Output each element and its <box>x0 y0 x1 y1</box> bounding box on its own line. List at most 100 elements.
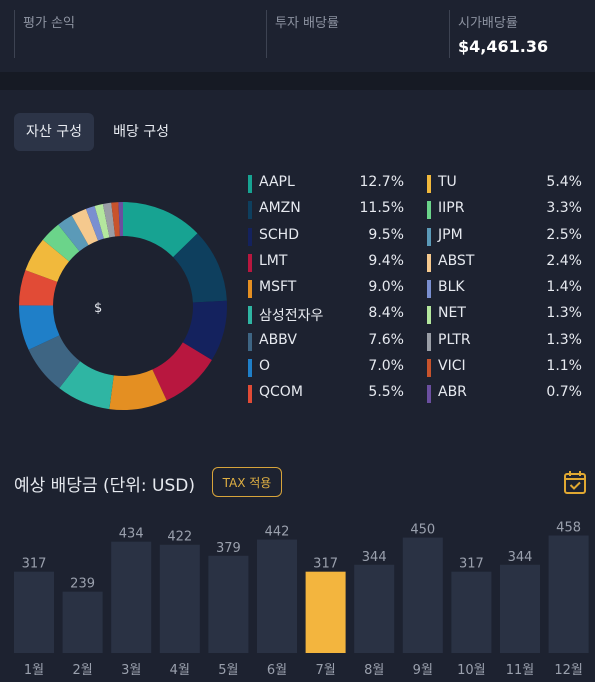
bar-value-label: 450 <box>410 523 435 538</box>
bar-value-label: 458 <box>556 521 581 536</box>
bar-10월[interactable] <box>451 571 492 653</box>
bar-month-label: 7월 <box>315 663 335 678</box>
bar-2월[interactable] <box>62 591 103 653</box>
bar-value-label: 317 <box>459 557 484 572</box>
legend-pct: 11.5% <box>359 200 404 217</box>
tab-dividend-composition[interactable]: 배당 구성 <box>113 124 170 140</box>
legend-swatch <box>248 306 252 325</box>
legend-item: IIPR 3.3% <box>427 196 582 222</box>
legend-swatch <box>248 280 252 299</box>
legend-swatch <box>248 227 252 246</box>
donut-slice-abst[interactable] <box>71 208 99 246</box>
donut-slice-amzn[interactable] <box>173 233 227 303</box>
bar-9월[interactable] <box>402 537 443 653</box>
legend-pct: 3.3% <box>546 200 582 217</box>
donut-slice-vici[interactable] <box>111 202 120 237</box>
donut-slice-iipr[interactable] <box>42 224 80 262</box>
legend-name: LMT <box>259 252 288 269</box>
donut-slice-abr[interactable] <box>118 202 123 237</box>
legend-item: JPM 2.5% <box>427 223 582 249</box>
legend-swatch <box>248 359 252 378</box>
bar-month-label: 2월 <box>72 663 92 678</box>
bar-12월[interactable] <box>548 535 589 653</box>
legend-item: ABBV 7.6% <box>248 328 404 354</box>
bar-5월[interactable] <box>208 555 249 653</box>
dividend-section-title: 예상 배당금 (단위: USD) <box>14 476 196 496</box>
legend-pct: 0.7% <box>546 384 582 401</box>
legend-pct: 9.4% <box>368 252 404 269</box>
legend-pct: 7.6% <box>368 331 404 348</box>
donut-slice-schd[interactable] <box>182 300 227 361</box>
legend-item: ABR 0.7% <box>427 380 582 406</box>
legend-name: O <box>259 358 271 375</box>
donut-slice-lmt[interactable] <box>152 342 212 401</box>
legend-item: PLTR 1.3% <box>427 328 582 354</box>
legend-item: BLK 1.4% <box>427 275 582 301</box>
legend-name: SCHD <box>259 226 299 243</box>
tab-asset-composition[interactable]: 자산 구성 <box>14 113 94 151</box>
legend-swatch <box>427 175 431 193</box>
bar-7월[interactable] <box>305 571 346 653</box>
donut-slice-삼성전자우[interactable] <box>59 361 114 410</box>
bar-month-label: 5월 <box>218 663 238 678</box>
legend-pct: 12.7% <box>359 174 404 190</box>
bar-value-label: 434 <box>119 527 144 542</box>
donut-slice-o[interactable] <box>19 305 60 350</box>
bar-11월[interactable] <box>500 564 540 653</box>
legend-item: O 7.0% <box>248 354 404 380</box>
bar-8월[interactable] <box>354 564 395 653</box>
bar-month-label: 9월 <box>413 663 433 678</box>
donut-slice-net[interactable] <box>94 203 110 239</box>
bar-value-label: 344 <box>362 550 387 565</box>
legend-name: ABST <box>438 252 475 269</box>
legend-item: ABST 2.4% <box>427 249 582 275</box>
legend-name: VICI <box>438 358 466 375</box>
yield-label: 투자 배당률 <box>275 16 339 31</box>
donut-slice-aapl[interactable] <box>123 202 198 258</box>
bar-value-label: 317 <box>313 557 338 572</box>
donut-slice-msft[interactable] <box>109 369 167 410</box>
bar-month-label: 12월 <box>554 663 583 678</box>
legend-swatch <box>427 385 431 404</box>
bar-month-label: 11월 <box>506 663 535 678</box>
eval-pl-label: 평가 손익 <box>23 16 75 31</box>
donut-slice-abbv[interactable] <box>28 335 81 389</box>
legend-name: AMZN <box>259 200 301 217</box>
bar-month-label: 10월 <box>457 663 486 678</box>
legend-name: QCOM <box>259 384 303 401</box>
bar-value-label: 422 <box>167 530 192 545</box>
tax-apply-button[interactable]: TAX 적용 <box>212 467 282 497</box>
legend-swatch <box>427 306 431 325</box>
bar-6월[interactable] <box>257 539 297 653</box>
legend-item: TU 5.4% <box>427 170 582 196</box>
monthly-dividend-chart: 317 1월 239 2월 434 3월 422 4월 379 5월 442 6월 317 7월 344 8월… <box>14 521 589 678</box>
donut-slice-qcom[interactable] <box>19 270 58 306</box>
legend-column-right: TU 5.4% IIPR 3.3% JPM 2.5% ABST 2.4% BLK 1.4% NET 1… <box>427 170 582 407</box>
legend-name: TU <box>438 174 457 190</box>
bar-value-label: 344 <box>508 550 533 565</box>
donut-slice-jpm[interactable] <box>58 215 89 252</box>
legend-pct: 9.5% <box>368 226 404 243</box>
bar-value-label: 442 <box>265 525 290 540</box>
legend-column-left: AAPL 12.7% AMZN 11.5% SCHD 9.5% LMT 9.4% MSFT 9.0… <box>248 170 404 407</box>
eval-pl-stat: 평가 손익 <box>14 10 263 58</box>
donut-slice-pltr[interactable] <box>102 202 116 238</box>
calendar-check-icon[interactable] <box>563 470 587 496</box>
donut-slice-blk[interactable] <box>85 205 104 241</box>
legend-swatch <box>427 332 431 351</box>
legend-swatch <box>427 201 431 220</box>
legend-item: AMZN 11.5% <box>248 196 404 222</box>
bar-3월[interactable] <box>111 541 152 653</box>
composition-tabs: 자산 구성 배당 구성 <box>14 113 183 151</box>
legend-swatch <box>248 385 252 404</box>
donut-slice-tu[interactable] <box>25 239 70 282</box>
legend-pct: 1.3% <box>546 331 582 348</box>
bar-4월[interactable] <box>159 544 200 653</box>
bar-1월[interactable] <box>14 571 54 653</box>
legend-name: ABBV <box>259 331 297 348</box>
legend-swatch <box>248 253 252 272</box>
bar-value-label: 239 <box>70 577 95 592</box>
legend-item: QCOM 5.5% <box>248 380 404 406</box>
bar-value-label: 379 <box>216 541 241 556</box>
legend-item: AAPL 12.7% <box>248 170 404 196</box>
